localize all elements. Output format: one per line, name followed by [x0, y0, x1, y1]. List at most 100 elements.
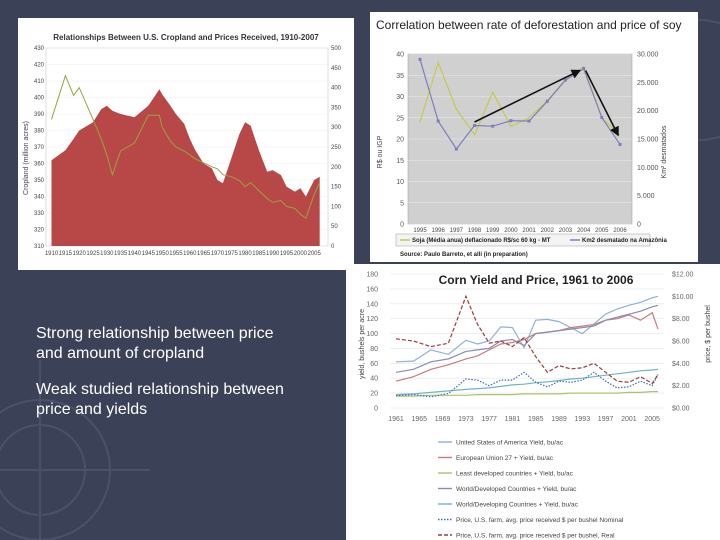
y-right-tick-label: $8.00 [672, 316, 690, 323]
x-tick-label: 1977 [481, 416, 497, 423]
x-tick-label: 1973 [458, 416, 474, 423]
y-left-tick-label: 390 [34, 112, 45, 118]
x-tick-label: 1960 [183, 251, 197, 257]
y-right-tick-label: 25.000 [637, 80, 659, 87]
x-tick-label: 1940 [128, 251, 142, 257]
y-right-tick-label: 100 [331, 204, 342, 210]
y-right-tick-label: 20.000 [637, 108, 659, 115]
deforestation-point [563, 78, 567, 82]
x-tick-label: 2002 [541, 228, 555, 234]
legend-soy: Soja (Média anua) deflacionado R$/sc 60 … [412, 238, 551, 244]
trend-arrow-up [474, 69, 582, 123]
caption-cropland: Strong relationship between price and am… [36, 325, 274, 362]
y-left-tick-label: 400 [34, 96, 45, 102]
y-left-tick-label: 20 [396, 137, 404, 144]
y-right-tick-label: $6.00 [672, 339, 690, 346]
x-tick-label: 1996 [432, 228, 446, 234]
y-left-tick-label: 370 [34, 145, 45, 151]
deforestation-point [527, 119, 531, 123]
deforestation-line [419, 59, 621, 151]
x-tick-label: 1985 [528, 416, 544, 423]
x-tick-label: 1925 [86, 251, 100, 257]
y-right-tick-label: $2.00 [672, 383, 690, 390]
deforestation-point [582, 67, 586, 71]
deforestation-point [418, 57, 422, 61]
y-left-tick-label: 430 [34, 46, 45, 52]
price-line [51, 74, 321, 220]
x-tick-label: 1975 [225, 251, 239, 257]
y-axis-right-label: Km² desmatados [661, 125, 668, 178]
series-line-us [395, 295, 659, 363]
x-tick-label: 1989 [551, 416, 567, 423]
x-tick-label: 1995 [280, 251, 294, 257]
y-left-tick-label: 20 [370, 391, 378, 398]
x-tick-label: 1920 [72, 251, 86, 257]
x-tick-label: 2005 [644, 416, 660, 423]
y-left-tick-label: 40 [396, 52, 404, 59]
x-tick-label: 1998 [468, 228, 482, 234]
x-tick-label: 1993 [575, 416, 591, 423]
y-right-tick-label: 0 [331, 244, 335, 250]
deforestation-point [509, 119, 513, 123]
y-left-tick-label: 360 [34, 162, 45, 168]
y-right-tick-label: 300 [331, 125, 342, 131]
y-right-tick-label: 250 [331, 145, 342, 151]
y-left-tick-label: 350 [34, 178, 45, 184]
y-left-tick-label: 0 [400, 222, 404, 229]
trend-arrow-down [584, 70, 619, 137]
legend-entry: Price, U.S. farm, avg. price received $ … [456, 533, 615, 540]
y-left-tick-label: 60 [370, 361, 378, 368]
y-left-tick-label: 380 [34, 129, 45, 135]
caption-yields: Weak studied relationship between price … [36, 381, 284, 418]
y-left-tick-label: 140 [366, 301, 378, 308]
series-line-nominal [395, 371, 659, 398]
y-left-tick-label: 30 [396, 94, 404, 101]
deforestation-point [436, 119, 440, 123]
x-tick-label: 2000 [294, 251, 308, 257]
y-axis-right-label: price, $ per bushel [705, 305, 712, 363]
x-tick-label: 1999 [486, 228, 500, 234]
y-left-tick-label: 10 [396, 179, 404, 186]
x-tick-label: 2005 [307, 251, 321, 257]
y-right-tick-label: 350 [331, 105, 342, 111]
x-tick-label: 2001 [522, 228, 536, 234]
y-right-tick-label: 15.000 [637, 137, 659, 144]
legend-box [395, 233, 651, 247]
y-right-tick-label: 200 [331, 165, 342, 171]
y-right-tick-label: 10.000 [637, 165, 659, 172]
y-right-tick-label: $4.00 [672, 361, 690, 368]
corn-chart-panel: Corn Yield and Price, 1961 to 2006 yield… [346, 264, 720, 540]
y-right-tick-label: $0.00 [672, 406, 690, 413]
x-tick-label: 1965 [411, 416, 427, 423]
y-right-tick-label: 50 [331, 224, 338, 230]
chart-title: Correlation between rate of deforestatio… [376, 18, 682, 32]
y-left-tick-label: 40 [370, 376, 378, 383]
chart-title: Corn Yield and Price, 1961 to 2006 [439, 273, 634, 287]
legend-deforestation: Km2 desmatado na Amazônia [582, 238, 667, 244]
x-tick-label: 1961 [388, 416, 404, 423]
deforestation-point [618, 142, 622, 146]
legend-entry: World/Developed Countries + Yield, bu/ac [456, 486, 577, 493]
deforestation-chart: Correlation between rate of deforestatio… [376, 18, 682, 258]
deforestation-point [454, 147, 458, 151]
y-right-tick-label: $12.00 [672, 272, 694, 279]
y-axis-label: Cropland (million acres) [23, 121, 30, 195]
x-tick-label: 1985 [252, 251, 266, 257]
x-tick-label: 2001 [621, 416, 637, 423]
y-left-tick-label: 340 [34, 195, 45, 201]
x-tick-label: 1990 [266, 251, 280, 257]
source-note: Source: Paulo Barreto, et alli (in prepa… [400, 252, 528, 258]
y-right-tick-label: 0 [637, 222, 641, 229]
chart-title: Relationships Between U.S. Cropland and … [53, 33, 319, 42]
x-tick-label: 2003 [559, 228, 573, 234]
legend-entry: World/Developing Countries + Yield, bu/a… [456, 502, 579, 509]
x-tick-label: 2000 [504, 228, 518, 234]
x-tick-label: 2005 [595, 228, 609, 234]
x-tick-label: 1950 [155, 251, 169, 257]
cropland-chart: Relationships Between U.S. Cropland and … [23, 33, 342, 257]
y-right-tick-label: 5.000 [637, 193, 655, 200]
x-tick-label: 1995 [413, 228, 427, 234]
deforestation-point [491, 124, 495, 128]
y-right-tick-label: $10.00 [672, 294, 694, 301]
x-tick-label: 1980 [238, 251, 252, 257]
